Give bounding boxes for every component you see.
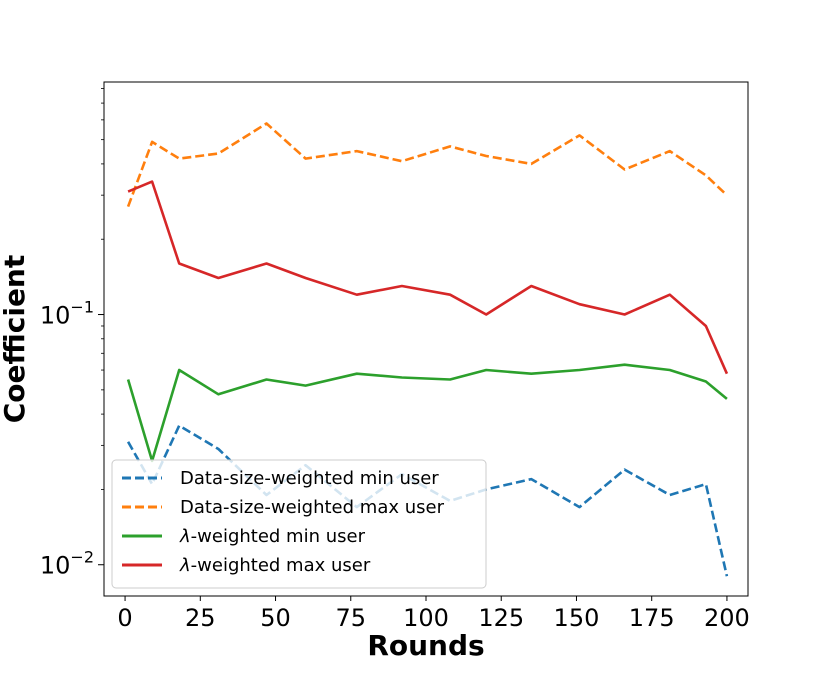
x-tick-label: 50 [260,604,291,632]
legend-label-1: Data-size-weighted min user [180,468,439,489]
x-axis-ticks: 0 25 50 75 100 125 150 175 200 [117,596,750,632]
series-line-3 [126,363,728,463]
y-tick-label: 10−1 [40,298,94,330]
x-tick-label: 175 [629,604,675,632]
y-tick-label: 10−2 [40,548,94,580]
x-tick-label: 150 [554,604,600,632]
legend-frame [111,459,487,589]
legend-label-3: λ-weighted min user [179,526,366,547]
series-line-4 [127,180,729,375]
x-tick-label: 200 [704,604,750,632]
legend-label-2: Data-size-weighted max user [180,497,445,518]
legend-label-4: λ-weighted max user [179,555,371,576]
series-line-2 [126,122,728,208]
y-axis-ticks: 10−2 10−1 [40,88,104,580]
x-tick-label: 25 [185,604,216,632]
legend: Data-size-weighted min user Data-size-wei… [111,459,487,589]
x-tick-label: 0 [117,604,132,632]
y-axis-label: Coefficient [0,255,31,424]
x-tick-label: 125 [478,604,524,632]
x-tick-label: 100 [403,604,449,632]
x-axis-label: Rounds [367,629,484,662]
x-tick-label: 75 [335,604,366,632]
